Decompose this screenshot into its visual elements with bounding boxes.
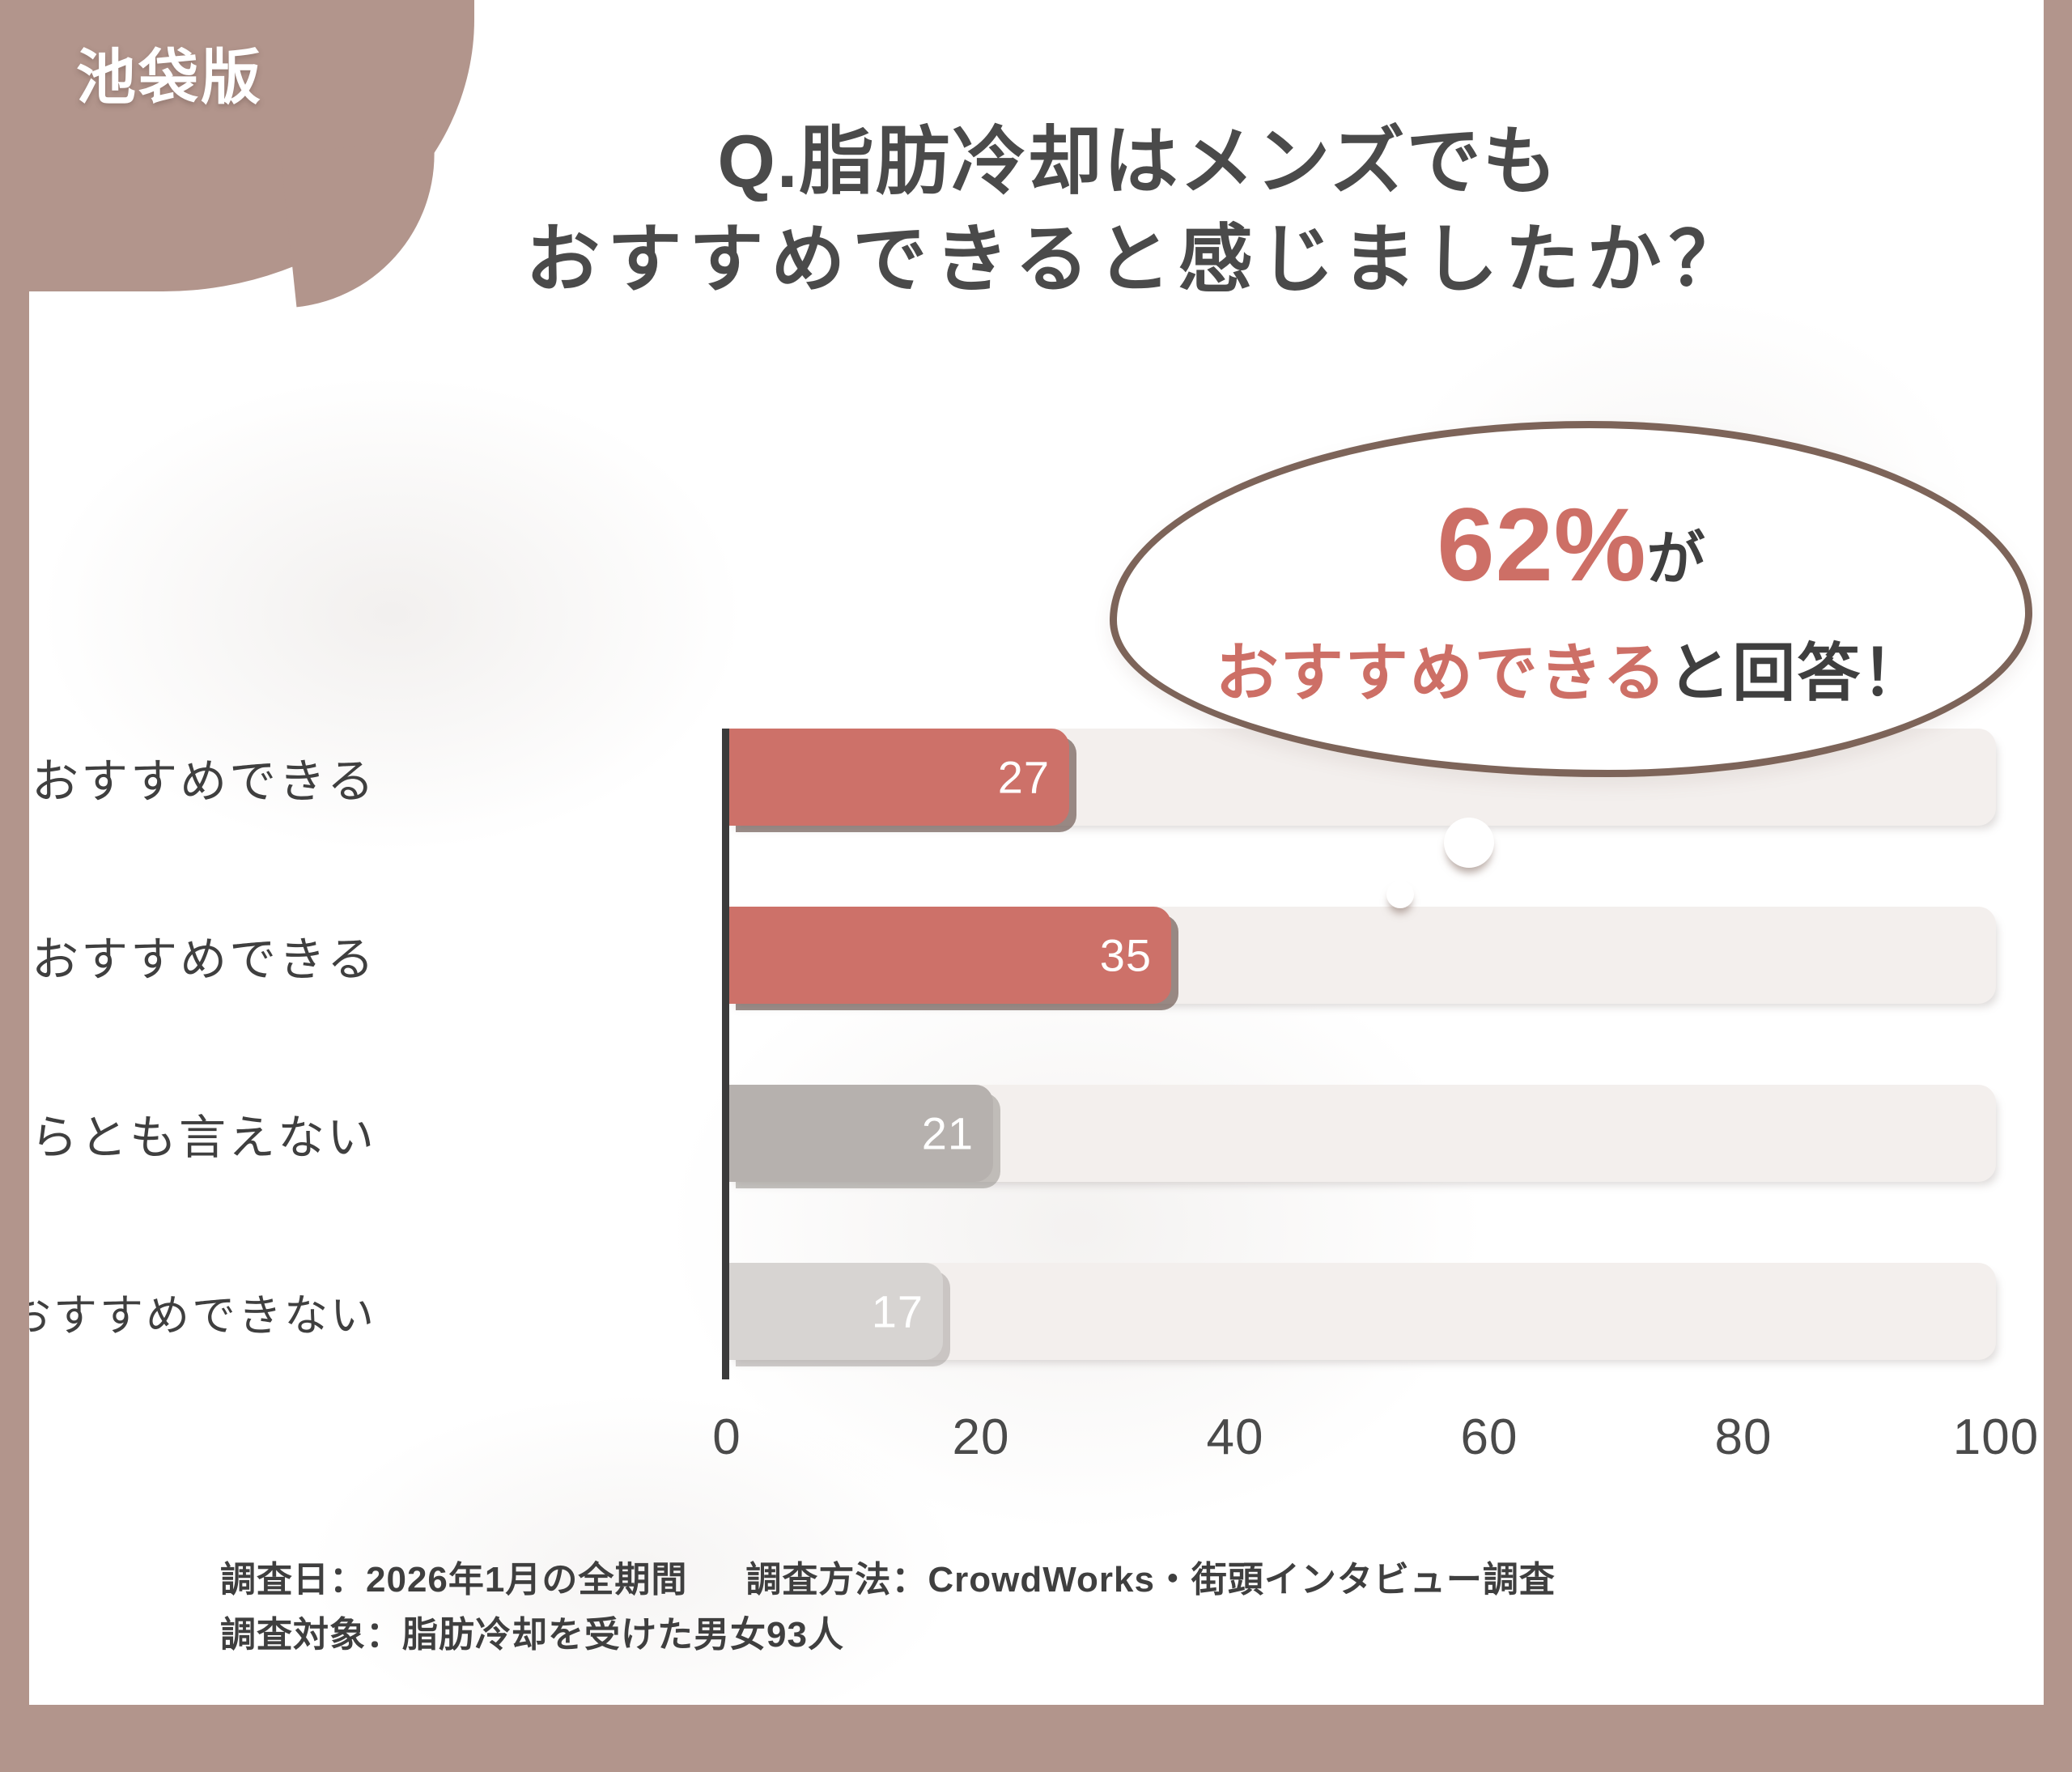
callout-line-1: 62%が bbox=[1437, 486, 1705, 605]
callout-bubble-body bbox=[1110, 421, 2032, 777]
callout-highlight: おすすめできる bbox=[1215, 636, 1668, 708]
category-label-0: 強くおすすめできる bbox=[29, 755, 376, 808]
x-tick-2: 40 bbox=[1206, 1409, 1264, 1465]
bar-value-0: 27 bbox=[997, 751, 1050, 803]
x-axis-ticks: 0 20 40 60 80 100 bbox=[29, 1409, 2044, 1481]
survey-footnote: 調査日：2026年1月の全期間 調査方法：CrowdWorks・街頭インタビュー調… bbox=[220, 1553, 1556, 1663]
survey-method: 調査方法：CrowdWorks・街頭インタビュー調査 bbox=[745, 1560, 1556, 1600]
callout-bubble-text: 62%が おすすめできると回答！ bbox=[1110, 421, 2032, 777]
bar-1: 35 bbox=[727, 907, 1171, 1004]
corner-badge-shape bbox=[29, 0, 474, 291]
page-title: Q.脂肪冷却はメンズでも おすすめできると感じましたか？ bbox=[272, 113, 2004, 310]
x-tick-3: 60 bbox=[1460, 1409, 1518, 1465]
bar-value-1: 35 bbox=[1099, 929, 1152, 981]
callout-percent-suffix: が bbox=[1646, 526, 1705, 592]
x-tick-1: 20 bbox=[952, 1409, 1010, 1465]
chart-row: おすすめできる 35 bbox=[29, 907, 2044, 1004]
category-label-1: おすすめできる bbox=[32, 933, 376, 986]
y-axis-line bbox=[722, 729, 729, 1379]
content-card: 強くおすすめできる 27 おすすめできる 35 どちらとも言えない 21 bbox=[29, 0, 2044, 1705]
footnote-line-1: 調査日：2026年1月の全期間 調査方法：CrowdWorks・街頭インタビュー調… bbox=[220, 1553, 1556, 1608]
survey-target: 調査対象：脂肪冷却を受けた男女93人 bbox=[220, 1615, 844, 1655]
bar-value-3: 17 bbox=[871, 1285, 923, 1337]
thought-dot-small bbox=[1386, 881, 1414, 908]
callout-bubble: 62%が おすすめできると回答！ bbox=[1110, 421, 2032, 777]
callout-percent: 62% bbox=[1437, 487, 1647, 603]
x-tick-0: 0 bbox=[712, 1409, 741, 1465]
callout-line-2: おすすめできると回答！ bbox=[1216, 623, 1926, 713]
thought-dot-large bbox=[1444, 818, 1494, 868]
callout-tail-text: と回答！ bbox=[1667, 636, 1927, 708]
survey-date: 調査日：2026年1月の全期間 bbox=[220, 1560, 688, 1600]
corner-badge-label: 池袋版 bbox=[76, 44, 263, 111]
category-label-3: あまりおすすめできない bbox=[29, 1291, 376, 1341]
title-line-1: Q.脂肪冷却はメンズでも bbox=[717, 121, 1559, 203]
title-line-2: おすすめできると感じましたか？ bbox=[525, 219, 1751, 302]
category-label-2: どちらとも言えない bbox=[29, 1111, 376, 1164]
x-tick-4: 80 bbox=[1714, 1409, 1773, 1465]
bar-0: 27 bbox=[727, 729, 1069, 826]
bar-2: 21 bbox=[727, 1085, 993, 1182]
bar-3: 17 bbox=[727, 1263, 943, 1360]
x-tick-5: 100 bbox=[1952, 1409, 2040, 1465]
chart-row: あまりおすすめできない 17 bbox=[29, 1263, 2044, 1360]
bar-value-2: 21 bbox=[921, 1107, 974, 1159]
chart-row: どちらとも言えない 21 bbox=[29, 1085, 2044, 1182]
